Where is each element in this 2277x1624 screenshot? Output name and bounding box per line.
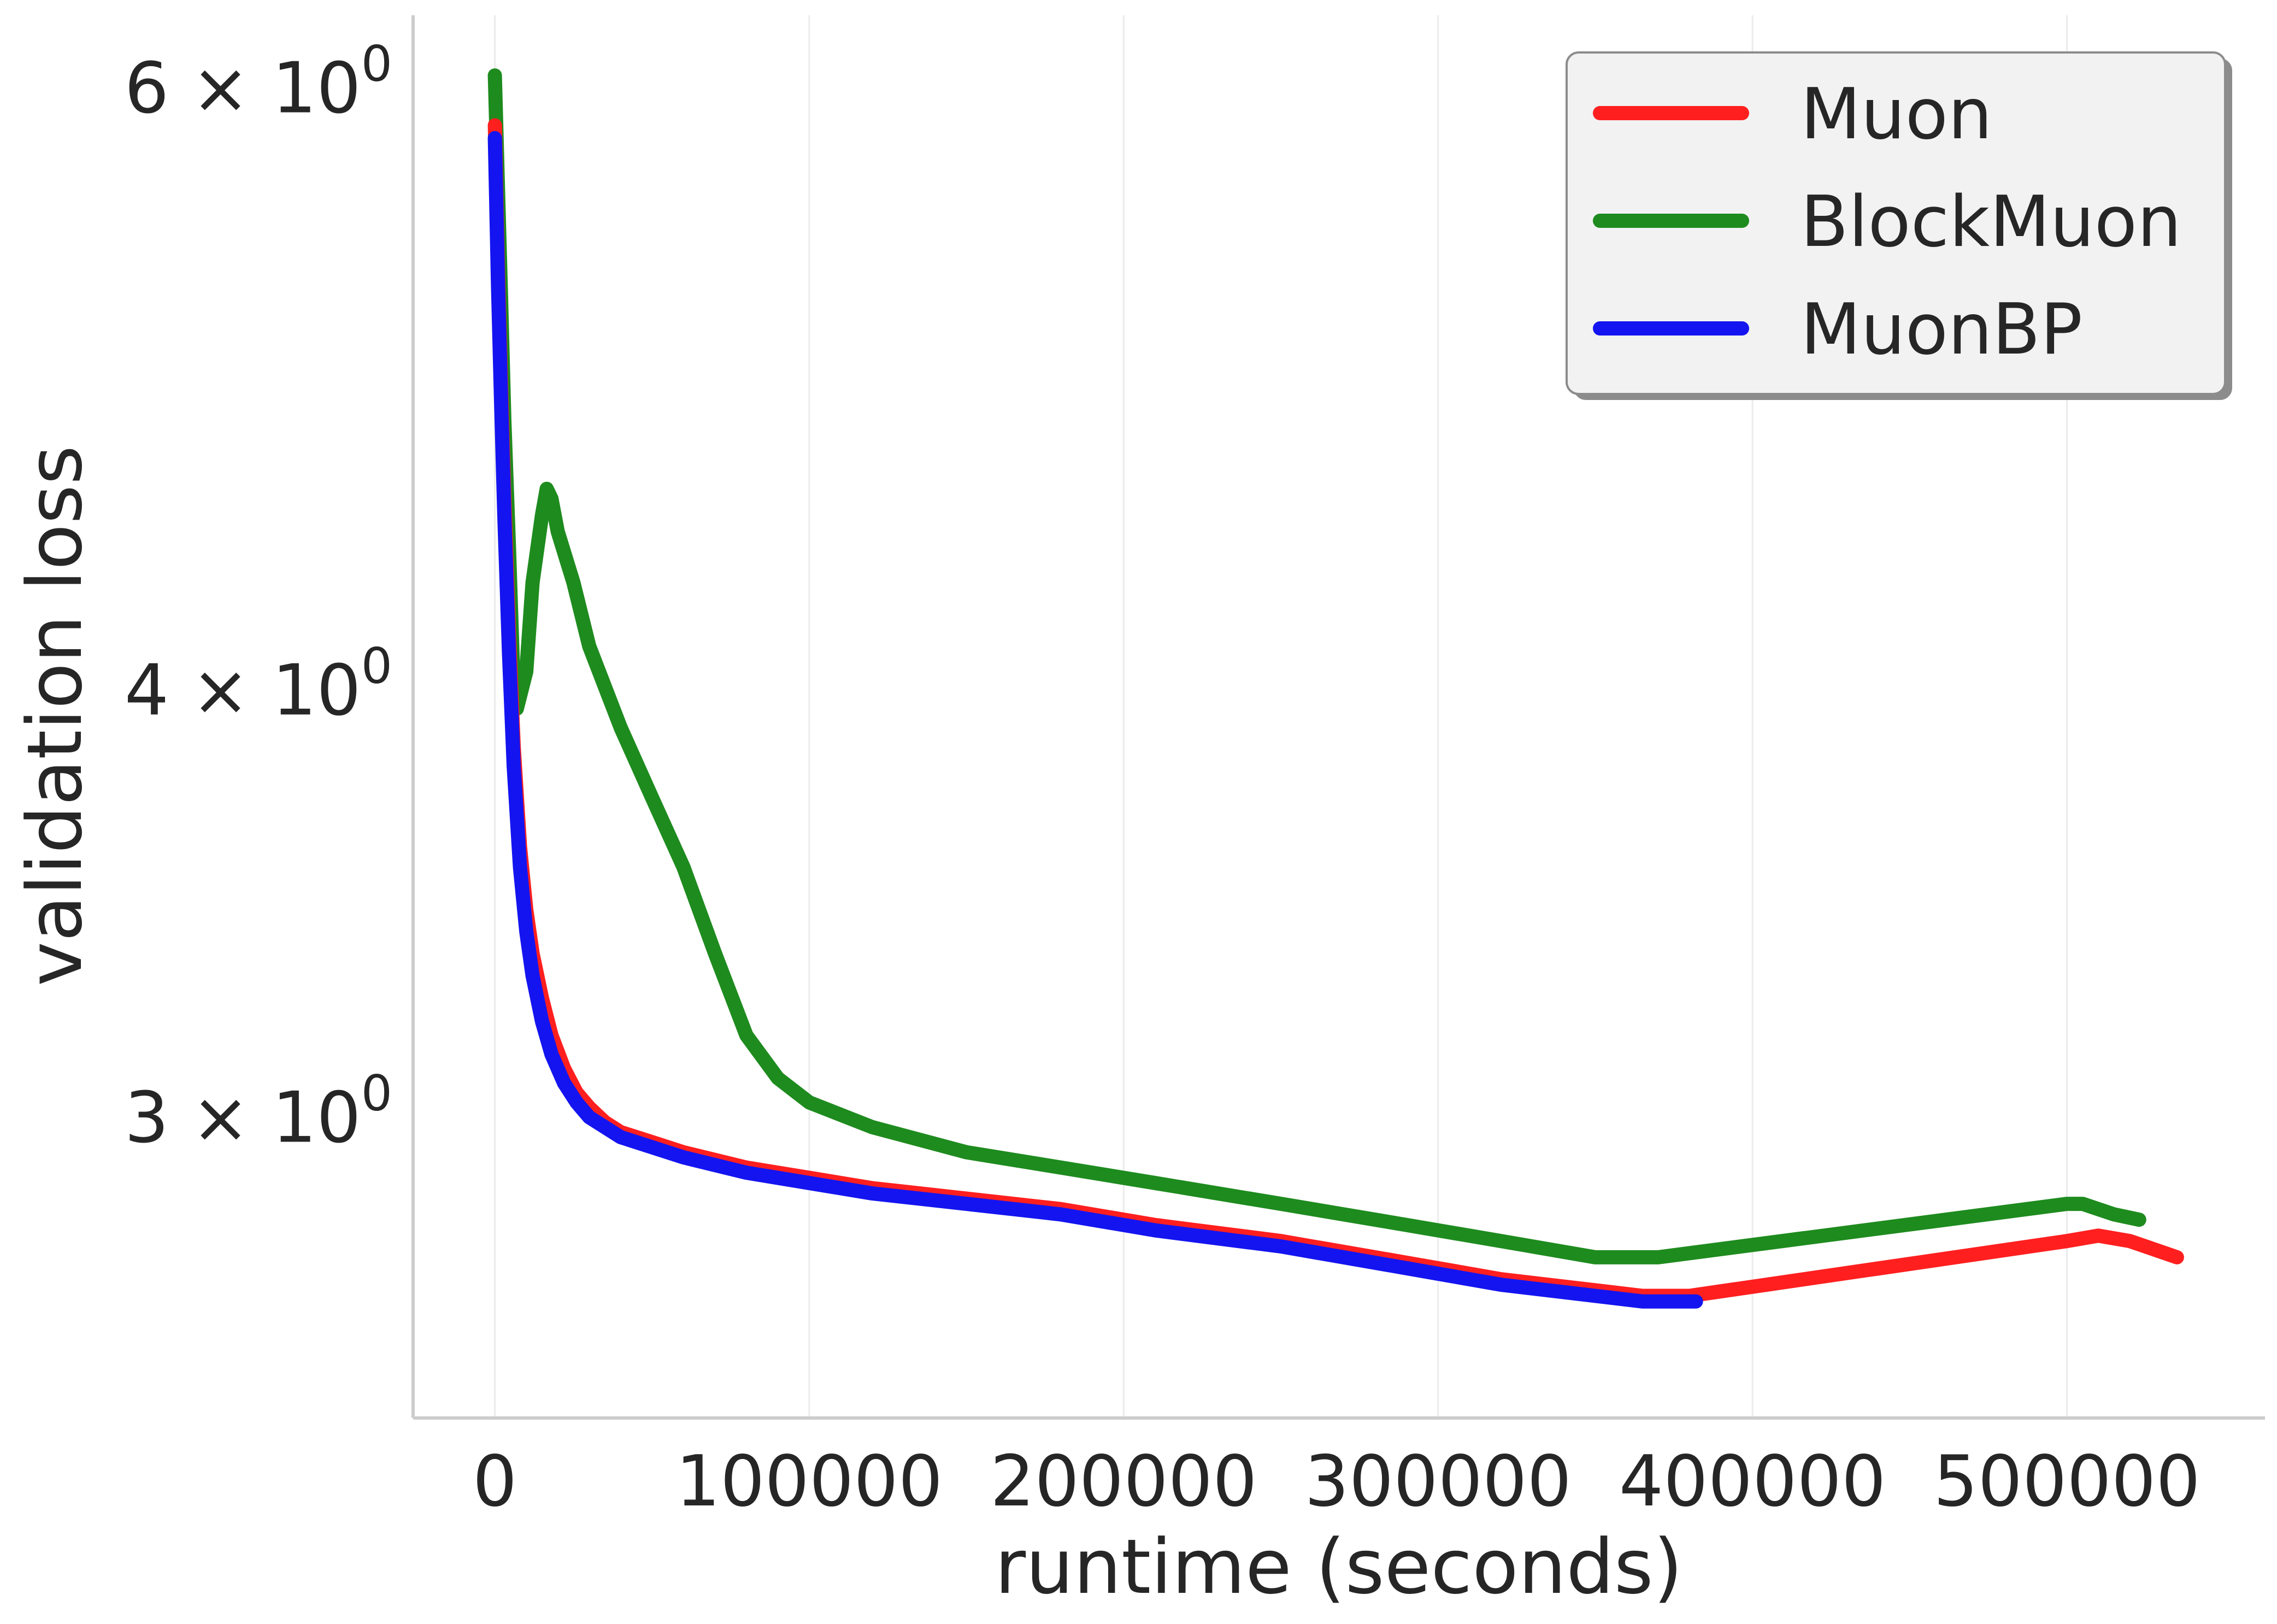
legend: Muon BlockMuon MuonBP bbox=[1566, 51, 2232, 400]
y-tick-label-exponent: 0 bbox=[361, 36, 392, 93]
x-tick-label: 500000 bbox=[1933, 1441, 2200, 1522]
y-tick-label-exponent: 0 bbox=[361, 1065, 392, 1122]
x-tick-label: 100000 bbox=[676, 1441, 943, 1522]
x-axis-label: runtime (seconds) bbox=[995, 1523, 1682, 1611]
x-tick-labels: 0 100000 200000 300000 400000 500000 bbox=[473, 1441, 2200, 1522]
y-tick-label-base: 3 × 10 bbox=[125, 1078, 361, 1159]
y-tick-label-base: 6 × 10 bbox=[125, 48, 361, 130]
x-tick-label: 300000 bbox=[1304, 1441, 1572, 1522]
legend-label-muonbp: MuonBP bbox=[1801, 289, 2082, 370]
axes bbox=[411, 15, 2265, 1420]
x-tick-label: 200000 bbox=[990, 1441, 1257, 1522]
series-line-muonbp bbox=[487, 131, 1703, 1309]
y-tick-label: 4 × 100 bbox=[125, 638, 392, 732]
legend-box bbox=[1566, 51, 2226, 395]
y-axis-label: validation loss bbox=[11, 445, 99, 986]
x-tick-label: 0 bbox=[473, 1441, 517, 1522]
y-tick-label-base: 4 × 10 bbox=[125, 650, 361, 732]
series-lines bbox=[487, 68, 2184, 1309]
x-tick-label: 400000 bbox=[1619, 1441, 1886, 1522]
y-tick-label: 6 × 100 bbox=[125, 36, 392, 130]
legend-label-blockmuon: BlockMuon bbox=[1801, 181, 2181, 263]
y-tick-label-exponent: 0 bbox=[361, 638, 392, 695]
y-tick-label: 3 × 100 bbox=[125, 1065, 392, 1159]
legend-label-muon: Muon bbox=[1801, 74, 1992, 155]
